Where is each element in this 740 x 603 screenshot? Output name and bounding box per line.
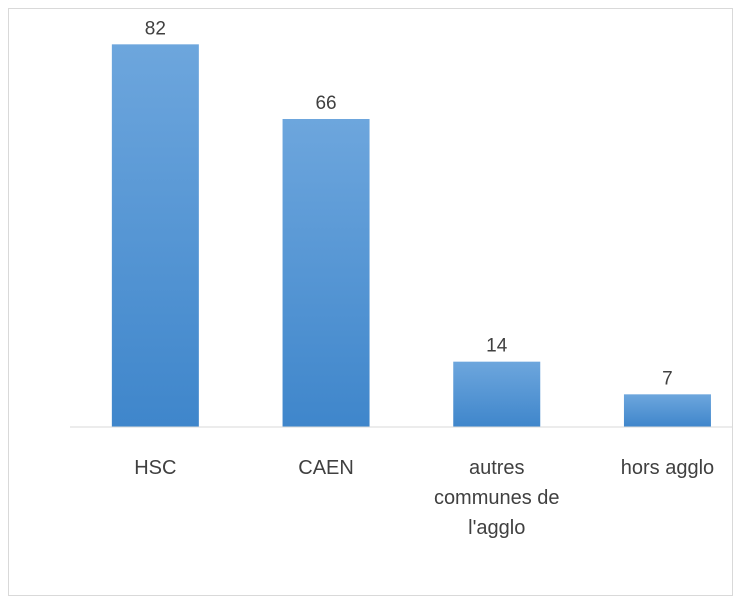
value-label: 7 (662, 368, 673, 389)
value-label: 82 (145, 18, 166, 39)
x-tick-label: autres communes de l'agglo (433, 457, 560, 539)
x-tick-label: HSC (134, 457, 177, 479)
x-tick-label: hors agglo (620, 457, 715, 479)
value-label: 14 (486, 336, 508, 357)
bar (111, 44, 199, 427)
chart-border (8, 8, 733, 596)
x-tick-label: CAEN (298, 457, 354, 479)
bar (623, 394, 711, 427)
bar (282, 119, 370, 427)
bar (453, 361, 541, 427)
value-label: 66 (315, 93, 336, 114)
